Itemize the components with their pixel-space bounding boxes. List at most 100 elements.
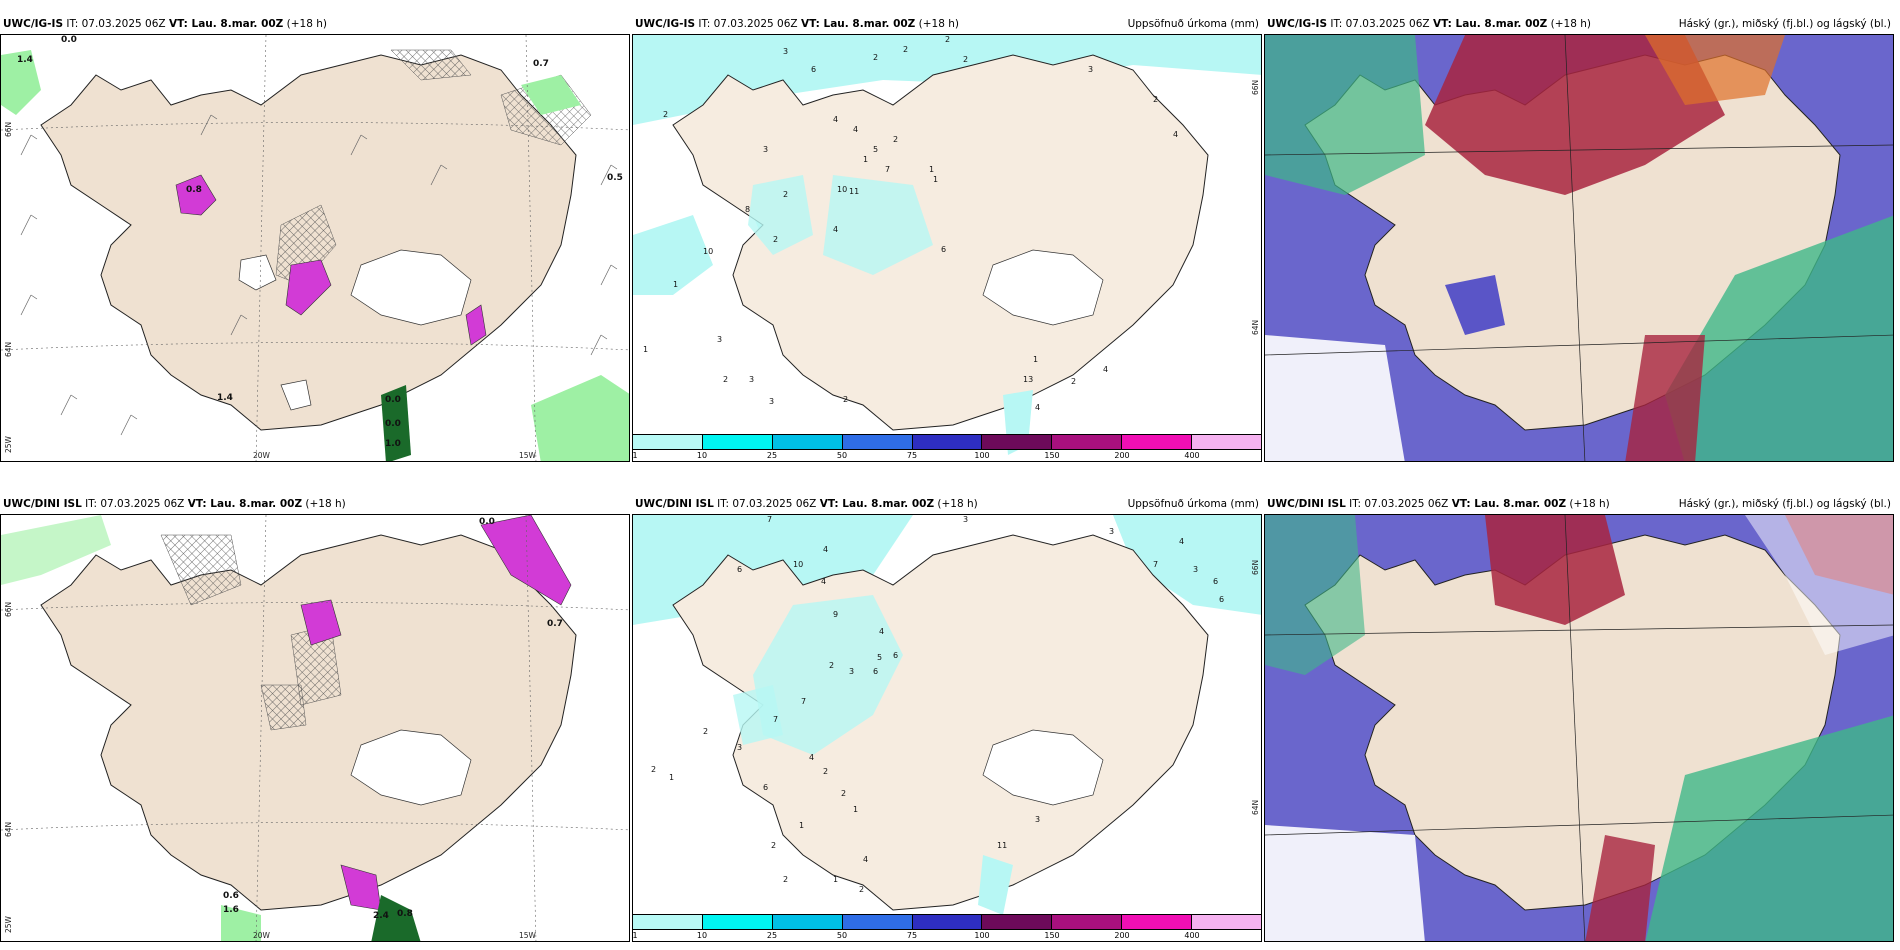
precip-value: 2	[1153, 95, 1159, 104]
cloud-map[interactable]	[1264, 34, 1894, 462]
precip-value: 2	[841, 789, 847, 798]
lat-label: 66N	[1251, 79, 1260, 95]
precip-value: 9	[833, 610, 839, 619]
precip-value: 1	[929, 165, 935, 174]
precip-value: 1	[863, 155, 869, 164]
precip-value: 3	[763, 145, 769, 154]
cloud-panel: UWC/IG-IS IT: 07.03.2025 06Z VT: Lau. 8.…	[1264, 14, 1894, 462]
precip-title: Uppsöfnuð úrkoma (mm)	[1127, 498, 1259, 510]
precip-value: 6	[893, 651, 899, 660]
precip-value: 2	[963, 55, 969, 64]
precip-value: 1	[1033, 355, 1039, 364]
value-label: 0.0	[61, 35, 77, 45]
colorbar-cell	[842, 435, 913, 449]
precip-value: 4	[1179, 537, 1185, 546]
precip-value: 7	[885, 165, 891, 174]
colorbar-tick-label: 75	[906, 451, 918, 460]
precip-value: 7	[773, 715, 779, 724]
model-name: UWC/DINI ISL	[3, 498, 82, 510]
precip-value: 2	[783, 190, 789, 199]
precip-value: 2	[703, 727, 709, 736]
lead-time: (+18 h)	[937, 498, 978, 510]
colorbar-tick-label: 10	[696, 931, 708, 940]
init-time: IT: 07.03.2025 06Z	[1330, 18, 1430, 30]
lead-time: (+18 h)	[918, 18, 959, 30]
lat-label: 64N	[4, 821, 13, 837]
model-name: UWC/DINI ISL	[1267, 498, 1346, 510]
colorbar-cell	[702, 915, 773, 929]
precip-map[interactable]: 7 3 4 6 10 4 9 4 7 6 3 5 6 2 7 2 4 2 1 3…	[632, 514, 1262, 942]
colorbar-cell	[1052, 915, 1123, 929]
precip-value: 7	[767, 515, 773, 524]
colorbar-tick-label: 10	[696, 451, 708, 460]
precip-value: 4	[863, 855, 869, 864]
colorbar-cell	[1122, 915, 1193, 929]
value-label: 0.8	[397, 909, 413, 919]
colorbar-cell	[1192, 435, 1262, 449]
panel-header: UWC/IG-IS IT: 07.03.2025 06Z VT: Lau. 8.…	[1264, 14, 1894, 34]
value-label: 0.8	[186, 185, 202, 195]
valid-time: VT: Lau. 8.mar. 00Z	[1432, 18, 1548, 30]
colorbar-tick-label: 150	[1044, 451, 1060, 460]
value-label: 0.7	[547, 619, 563, 629]
precip-map[interactable]: 3 2 2 2 4 6 2 1 3 2 2 4 5 7 1 4 10 11 2 …	[632, 34, 1262, 462]
wind-map[interactable]: 1.4 0.0 0.7 0.5 0.8 1.4 0.0 0.0 1.0 66N …	[0, 34, 630, 462]
precip-value: 5	[873, 145, 879, 154]
wind-map[interactable]: 0.6 1.6 2.4 0.8 0.0 0.7 66N 64N 25W 20W …	[0, 514, 630, 942]
precip-value: 2	[903, 45, 909, 54]
lat-label: 64N	[4, 341, 13, 357]
lat-label: 25W	[4, 916, 13, 933]
colorbar-cell	[702, 435, 773, 449]
precip-value: 4	[809, 753, 815, 762]
init-time: IT: 07.03.2025 06Z	[698, 18, 798, 30]
colorbar-tick-label: 400	[1184, 451, 1200, 460]
value-label: 0.5	[607, 173, 623, 183]
lat-label: 66N	[4, 121, 13, 137]
precip-value: 10	[793, 560, 804, 569]
precip-value: 3	[1088, 65, 1094, 74]
precip-value: 3	[1109, 527, 1115, 536]
precip-value: 1	[799, 821, 805, 830]
glacier	[238, 254, 277, 291]
glacier	[280, 379, 312, 411]
model-name: UWC/DINI ISL	[635, 498, 714, 510]
colorbar-cell	[1122, 435, 1193, 449]
precip-value: 4	[1103, 365, 1109, 374]
colorbar-tick-label: 25	[766, 451, 778, 460]
precip-value: 4	[833, 225, 839, 234]
colorbar-cell	[982, 915, 1053, 929]
valid-time: VT: Lau. 8.mar. 00Z	[1451, 498, 1567, 510]
panel-header: UWC/DINI ISL IT: 07.03.2025 06Z VT: Lau.…	[1264, 494, 1894, 514]
model-name: UWC/IG-IS	[3, 18, 64, 30]
precip-value: 6	[737, 565, 743, 574]
colorbar: 1 10 25 50 75 100 150 200 400	[632, 914, 1262, 942]
cloud-map[interactable]	[1264, 514, 1894, 942]
panel-header: UWC/DINI ISL IT: 07.03.2025 06Z VT: Lau.…	[632, 494, 1262, 514]
cloud-map-svg	[1265, 515, 1893, 941]
precip-panel: UWC/IG-IS IT: 07.03.2025 06Z VT: Lau. 8.…	[632, 14, 1262, 462]
init-time: IT: 07.03.2025 06Z	[85, 498, 185, 510]
value-label: 2.4	[373, 911, 389, 921]
precip-value: 11	[849, 187, 860, 196]
colorbar-cell	[982, 435, 1053, 449]
colorbar-cell	[912, 915, 983, 929]
cloud-title: Háský (gr.), miðský (fj.bl.) og lágský (…	[1678, 498, 1891, 510]
precip-value: 4	[821, 577, 827, 586]
value-label: 0.0	[385, 419, 401, 429]
panel-header: UWC/DINI ISL IT: 07.03.2025 06Z VT: Lau.…	[0, 494, 630, 514]
wind-map-svg	[1, 515, 629, 941]
precip-value: 4	[853, 125, 859, 134]
row-ig-is: UWC/IG-IS IT: 07.03.2025 06Z VT: Lau. 8.…	[0, 14, 1900, 462]
colorbar-tick-label: 75	[906, 931, 918, 940]
value-label: 1.6	[223, 905, 239, 915]
precip-value: 3	[749, 375, 755, 384]
lead-time: (+18 h)	[1569, 498, 1610, 510]
colorbar-tick-label: 50	[836, 931, 848, 940]
valid-time: VT: Lau. 8.mar. 00Z	[800, 18, 916, 30]
colorbar-tick-label: 100	[974, 931, 990, 940]
precip-value: 2	[859, 885, 865, 894]
cloud-panel: UWC/DINI ISL IT: 07.03.2025 06Z VT: Lau.…	[1264, 494, 1894, 942]
colorbar-cell	[842, 915, 913, 929]
row-dini-isl: UWC/DINI ISL IT: 07.03.2025 06Z VT: Lau.…	[0, 494, 1900, 942]
precip-value: 2	[783, 875, 789, 884]
